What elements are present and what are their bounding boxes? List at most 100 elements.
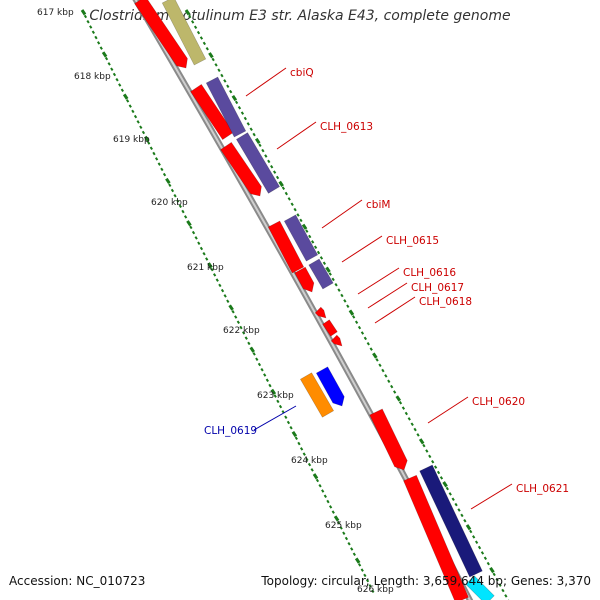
gene-label[interactable]: CLH_0618 bbox=[419, 296, 472, 308]
cds-feature[interactable] bbox=[403, 474, 469, 600]
gene-label[interactable]: cbiQ bbox=[290, 67, 314, 79]
ruler-label: 621 kbp bbox=[187, 263, 224, 273]
cds-feature[interactable] bbox=[315, 366, 345, 407]
tick-mark bbox=[369, 347, 373, 351]
cds-feature[interactable] bbox=[299, 372, 335, 418]
tick-mark bbox=[240, 111, 245, 115]
tick-mark bbox=[247, 341, 251, 346]
genome-title: Clostridium botulinum E3 str. Alaska E43… bbox=[89, 8, 511, 24]
tick-mark bbox=[176, 199, 180, 203]
cds-feature[interactable] bbox=[205, 76, 247, 138]
tick-mark bbox=[474, 540, 479, 544]
tick-mark bbox=[401, 406, 406, 410]
tick-mark bbox=[112, 72, 117, 77]
tick-mark bbox=[381, 368, 385, 373]
tick-mark bbox=[326, 499, 330, 504]
tick-mark bbox=[212, 273, 217, 277]
tick-mark bbox=[193, 25, 198, 30]
ruler-label: 626 kbp bbox=[357, 585, 394, 595]
tick-mark bbox=[323, 494, 327, 499]
tick-mark bbox=[120, 88, 124, 93]
gene-label[interactable]: CLH_0616 bbox=[403, 267, 456, 279]
tick-mark bbox=[352, 315, 356, 319]
tick-mark bbox=[265, 378, 269, 383]
tick-mark bbox=[296, 213, 300, 217]
tick-mark bbox=[442, 481, 448, 488]
cds-feature[interactable] bbox=[330, 334, 343, 347]
tick-mark bbox=[199, 36, 204, 40]
cds-feature[interactable] bbox=[419, 464, 483, 578]
gene-label[interactable]: CLH_0615 bbox=[386, 235, 439, 247]
gene-label[interactable]: CLH_0613 bbox=[320, 121, 373, 133]
tick-mark bbox=[328, 505, 333, 509]
cds-feature[interactable] bbox=[134, 0, 188, 69]
tick-mark bbox=[305, 457, 309, 462]
gene-label[interactable]: CLH_0619 bbox=[204, 425, 257, 437]
tick-mark bbox=[360, 568, 364, 572]
tick-mark bbox=[436, 470, 441, 475]
tick-mark bbox=[384, 374, 388, 378]
cds-feature[interactable] bbox=[369, 408, 408, 471]
tick-mark bbox=[313, 245, 318, 249]
tick-mark bbox=[131, 109, 135, 114]
cds-feature[interactable] bbox=[308, 258, 334, 290]
tick-mark bbox=[257, 362, 262, 367]
tick-mark bbox=[249, 127, 253, 131]
cds-feature[interactable] bbox=[161, 0, 207, 66]
tick-mark bbox=[316, 250, 321, 255]
tick-mark bbox=[354, 557, 361, 564]
tick-mark bbox=[291, 430, 298, 438]
tick-mark bbox=[208, 52, 214, 59]
label-leader-line bbox=[253, 405, 297, 431]
tick-mark bbox=[218, 283, 222, 288]
tick-mark bbox=[357, 325, 362, 330]
cds-feature[interactable] bbox=[267, 220, 305, 274]
tick-mark bbox=[498, 583, 502, 587]
tick-mark bbox=[337, 288, 341, 292]
tick-mark bbox=[189, 225, 193, 230]
cds-feature[interactable] bbox=[294, 266, 315, 293]
tick-mark bbox=[294, 436, 298, 441]
tick-mark bbox=[83, 14, 88, 19]
tick-mark bbox=[234, 100, 239, 105]
label-leader-line bbox=[374, 296, 416, 324]
gene-label[interactable]: cbiM bbox=[366, 199, 390, 211]
cds-feature[interactable] bbox=[283, 214, 319, 262]
cds-feature[interactable] bbox=[314, 306, 327, 319]
tick-mark bbox=[372, 352, 378, 359]
tick-mark bbox=[270, 164, 274, 169]
tick-mark bbox=[297, 441, 301, 446]
tick-mark bbox=[149, 146, 153, 151]
tick-mark bbox=[299, 218, 303, 223]
cds-feature[interactable] bbox=[465, 575, 495, 600]
tick-mark bbox=[139, 125, 143, 129]
tick-mark bbox=[413, 427, 417, 432]
cds-feature[interactable] bbox=[322, 319, 338, 337]
label-leader-line bbox=[427, 396, 469, 424]
label-leader-line bbox=[321, 199, 363, 229]
tick-mark bbox=[477, 545, 482, 550]
tick-mark bbox=[286, 420, 291, 425]
tick-mark bbox=[264, 154, 268, 158]
cds-feature[interactable] bbox=[220, 141, 262, 197]
cds-feature[interactable] bbox=[235, 132, 281, 194]
gene-label[interactable]: CLH_0617 bbox=[411, 282, 464, 294]
tick-mark bbox=[318, 483, 322, 488]
tick-mark bbox=[278, 180, 284, 187]
tick-mark bbox=[122, 93, 129, 100]
tick-mark bbox=[186, 220, 192, 227]
tick-mark bbox=[410, 422, 414, 426]
tick-mark bbox=[278, 404, 283, 409]
tick-mark bbox=[237, 105, 242, 110]
tick-mark bbox=[387, 379, 391, 384]
tick-mark bbox=[196, 30, 201, 35]
gene-label[interactable]: CLH_0620 bbox=[472, 396, 525, 408]
gene-label[interactable]: CLH_0621 bbox=[516, 483, 569, 495]
tick-mark bbox=[157, 162, 161, 166]
ruler-label: 620 kbp bbox=[151, 198, 188, 208]
ruler-label: 618 kbp bbox=[74, 72, 111, 82]
tick-mark bbox=[267, 159, 271, 164]
tick-mark bbox=[104, 56, 109, 61]
tick-mark bbox=[229, 89, 233, 94]
